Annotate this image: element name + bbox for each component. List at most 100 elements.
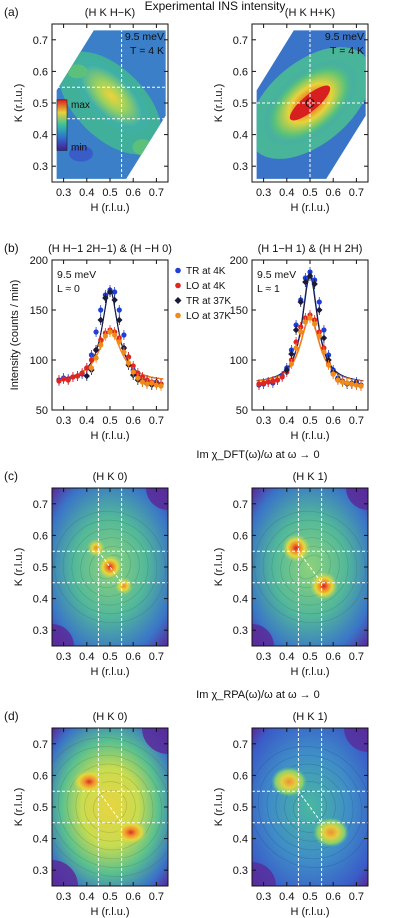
- data-point: [339, 379, 346, 385]
- panel-title: (H K 1): [293, 711, 328, 723]
- axes-2: 0.3 0.4 0.5 0.6 0.7 50 100 150 200 H (r.l.u.) Inte…: [4, 241, 231, 442]
- panel-title: (H K H+K): [285, 7, 335, 19]
- data-point: [61, 376, 67, 382]
- legend-label: LO at 37K: [186, 311, 231, 322]
- data-point: [139, 379, 146, 385]
- y-tick-label: 0.5: [33, 562, 48, 574]
- x-tick-label: 0.7: [149, 187, 164, 199]
- data-point: [349, 381, 355, 387]
- y-tick-label: 0.4: [233, 594, 248, 606]
- x-tick-label: 0.5: [102, 891, 117, 903]
- x-tick-label: 0.6: [326, 891, 341, 903]
- data-point: [102, 294, 109, 302]
- data-point: [84, 365, 90, 371]
- annotation: T = 4 K: [330, 45, 364, 57]
- x-tick-label: 0.6: [326, 187, 341, 199]
- legend-marker: [175, 282, 181, 289]
- caption-c: Im χ_DFT(ω)/ω at ω → 0: [196, 449, 319, 461]
- data-point: [111, 296, 118, 304]
- data-point: [265, 379, 271, 385]
- y-tick-label: 0.7: [233, 35, 248, 47]
- x-tick-label: 0.5: [302, 651, 317, 663]
- data-point: [125, 354, 132, 360]
- annotation: 9.5 meV: [325, 31, 364, 43]
- x-tick-label: 0.6: [326, 415, 341, 427]
- panel-title: (H K H−K): [85, 7, 135, 19]
- x-tick-label: 0.4: [79, 187, 94, 199]
- data-point: [112, 332, 118, 338]
- data-point: [116, 316, 123, 324]
- data-point: [112, 289, 118, 295]
- y-axis-label: Intensity (counts / min): [9, 280, 21, 391]
- panel-title: (H K 1): [293, 471, 328, 483]
- data-point: [74, 373, 81, 379]
- y-tick-label: 0.4: [33, 594, 48, 606]
- data-point: [158, 383, 164, 389]
- data-point: [93, 355, 99, 361]
- data-point: [293, 339, 299, 345]
- x-tick-label: 0.7: [349, 187, 364, 199]
- x-tick-label: 0.6: [126, 891, 141, 903]
- legend-marker: [175, 312, 181, 319]
- y-tick-label: 0.7: [33, 499, 48, 511]
- data-point: [297, 298, 304, 306]
- data-point: [306, 272, 314, 280]
- y-tick-label: 50: [236, 405, 248, 417]
- x-tick-label: 0.6: [126, 651, 141, 663]
- panel-title: (H H−1 2H−1) & (H −H 0): [48, 243, 172, 255]
- x-tick-label: 0.3: [56, 891, 71, 903]
- data-point: [316, 333, 322, 339]
- y-tick-label: 200: [230, 255, 248, 267]
- y-tick-label: 0.5: [233, 98, 248, 110]
- x-tick-label: 0.5: [102, 651, 117, 663]
- data-point: [121, 332, 127, 338]
- data-point: [261, 380, 267, 386]
- axes-3: 0.3 0.4 0.5 0.6 0.7 50 100 150 200 H (r.l.u.) (H 1…: [230, 243, 369, 442]
- data-point: [293, 345, 299, 351]
- data-point: [292, 326, 300, 334]
- data-point: [102, 333, 108, 339]
- x-axis-label: H (r.l.u.): [290, 666, 329, 678]
- data-point: [130, 363, 136, 369]
- data-point: [97, 316, 104, 324]
- figure-title: Experimental INS intensity: [145, 0, 286, 13]
- x-tick-label: 0.4: [79, 891, 94, 903]
- data-point: [283, 366, 290, 374]
- data-point: [116, 339, 122, 345]
- x-tick-label: 0.4: [79, 651, 94, 663]
- colorbar-min-label: min: [71, 142, 87, 153]
- y-tick-label: 0.5: [233, 802, 248, 814]
- y-tick-label: 0.5: [233, 562, 248, 574]
- y-axis-label: K (r.l.u.): [13, 548, 25, 587]
- x-tick-label: 0.5: [302, 891, 317, 903]
- data-point: [344, 380, 350, 386]
- y-tick-label: 0.3: [33, 161, 48, 173]
- data-point: [98, 342, 104, 348]
- panel-label: (c): [4, 469, 18, 483]
- scatter-3: [256, 267, 364, 391]
- x-tick-label: 0.4: [279, 187, 294, 199]
- x-tick-label: 0.3: [256, 651, 271, 663]
- y-tick-label: 100: [230, 355, 248, 367]
- data-point: [321, 327, 327, 333]
- x-tick-label: 0.3: [56, 415, 71, 427]
- data-point: [353, 382, 359, 388]
- data-point: [311, 280, 318, 288]
- data-point: [56, 378, 62, 384]
- ref-line-diag: [97, 550, 123, 584]
- panel-label: (a): [4, 5, 19, 19]
- annotation: 9.5 meV: [257, 269, 296, 281]
- heatmap-7: [252, 728, 368, 886]
- axes-0: 0.3 0.4 0.5 0.6 0.7 0.3 0.4 0.5 0.6 0.7 H (r.l.u.)…: [4, 5, 169, 214]
- y-axis-label: K (r.l.u.): [213, 84, 225, 123]
- axes-6: 0.3 0.4 0.5 0.6 0.7 0.3 0.4 0.5 0.6 0.7 H (r.l.u.)…: [4, 709, 169, 918]
- y-tick-label: 150: [30, 305, 48, 317]
- data-point: [288, 350, 295, 358]
- x-tick-label: 0.7: [349, 891, 364, 903]
- panel-label: (d): [4, 709, 19, 723]
- fit-line-3: [56, 329, 164, 380]
- y-tick-label: 0.3: [233, 865, 248, 877]
- x-tick-label: 0.5: [102, 187, 117, 199]
- x-axis-label: H (r.l.u.): [90, 202, 129, 214]
- y-tick-label: 0.4: [233, 130, 248, 142]
